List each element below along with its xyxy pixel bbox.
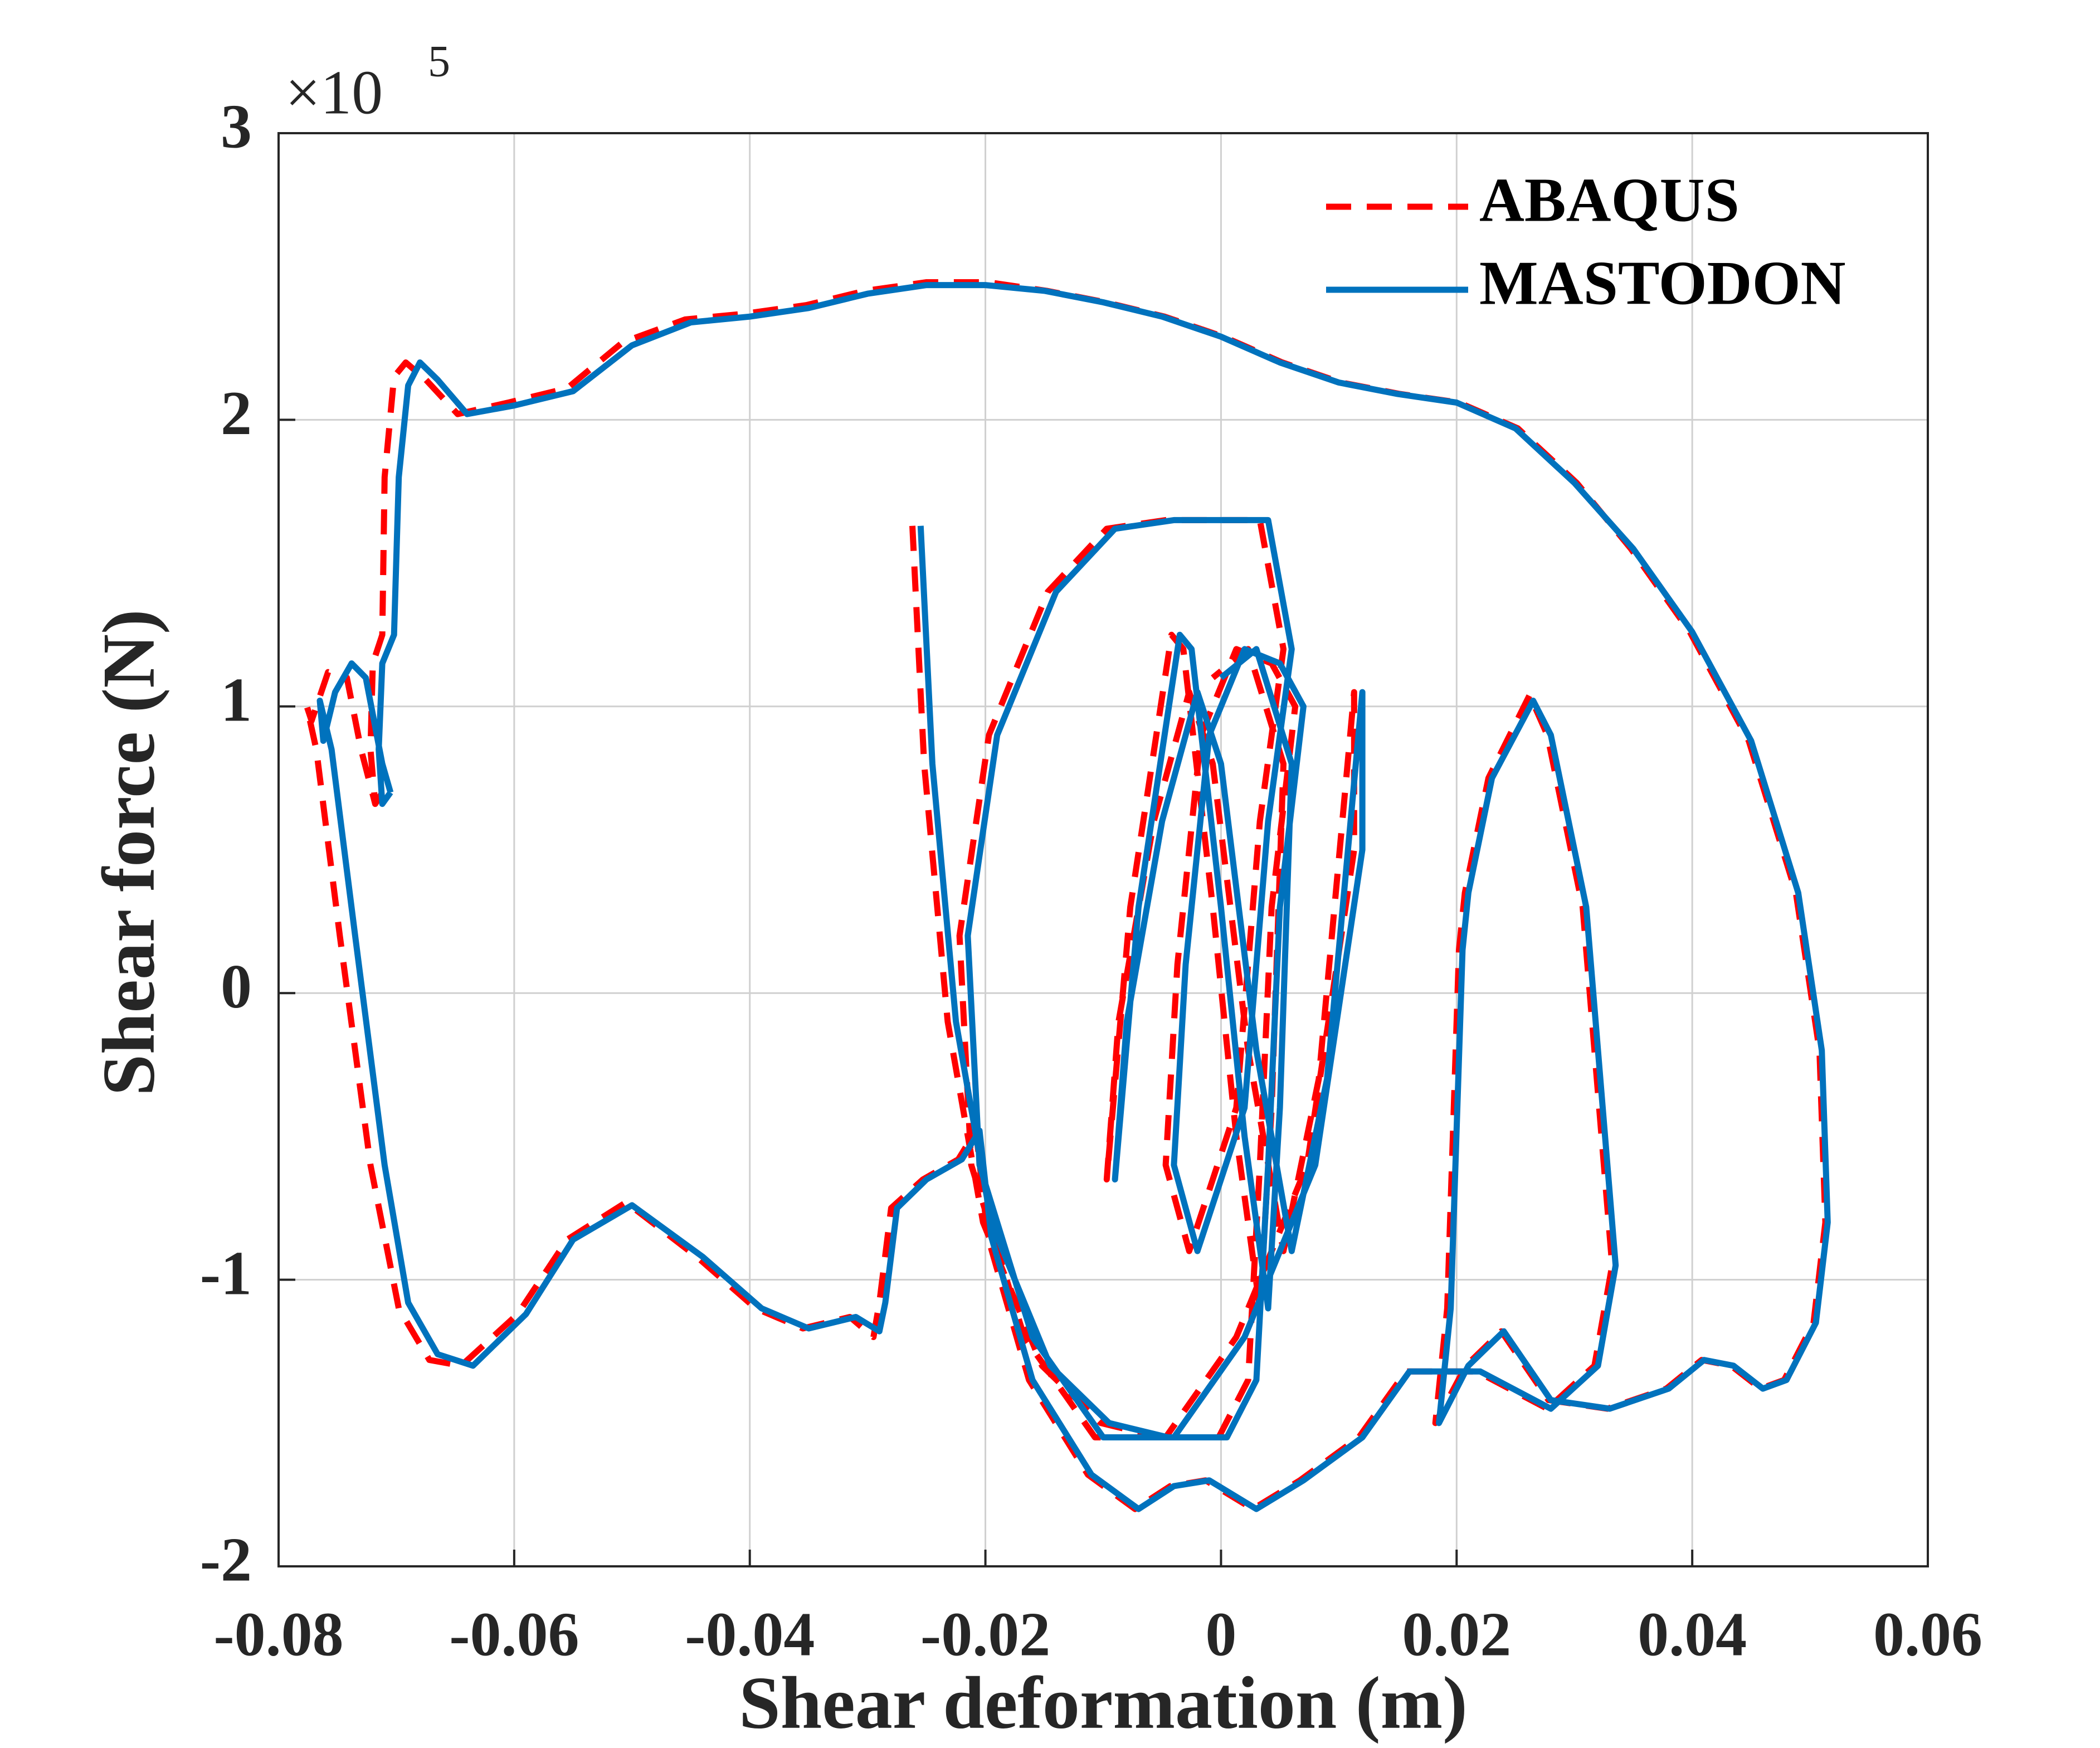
ticks: -0.08 -0.06 -0.04 -0.02 0 0.02 0.04 0.06 -2 -1 0 1 2… bbox=[200, 92, 1982, 1669]
x-tick-label: 0.06 bbox=[1873, 1600, 1982, 1669]
axes-box bbox=[277, 132, 1929, 1567]
x-tick-label: 0.02 bbox=[1402, 1600, 1511, 1669]
x-tick-label: -0.08 bbox=[213, 1600, 343, 1669]
x-tick-label: 0 bbox=[1205, 1600, 1236, 1669]
plot-area bbox=[304, 279, 1831, 1512]
y-multiplier: ×10 bbox=[285, 59, 383, 128]
x-tick-label: -0.04 bbox=[685, 1600, 815, 1669]
legend-label: MASTODON bbox=[1479, 249, 1846, 318]
x-tick-label: -0.02 bbox=[920, 1600, 1050, 1669]
y-multiplier-exponent: 5 bbox=[428, 37, 450, 86]
y-tick-label: 3 bbox=[221, 92, 252, 162]
y-tick-label: -1 bbox=[200, 1239, 252, 1308]
x-axis-label: Shear deformation (m) bbox=[739, 1662, 1468, 1744]
y-axis-label: Shear force (N) bbox=[87, 609, 170, 1095]
legend-label: ABAQUS bbox=[1479, 166, 1740, 235]
x-tick-label: -0.06 bbox=[449, 1600, 579, 1669]
y-tick-label: 2 bbox=[221, 379, 252, 448]
y-tick-label: 0 bbox=[221, 952, 252, 1021]
x-tick-label: 0.04 bbox=[1638, 1600, 1747, 1669]
legend: ABAQUS MASTODON bbox=[1326, 166, 1846, 318]
y-tick-label: -2 bbox=[200, 1526, 252, 1595]
series-line bbox=[316, 282, 1831, 1512]
y-tick-label: 1 bbox=[221, 666, 252, 735]
